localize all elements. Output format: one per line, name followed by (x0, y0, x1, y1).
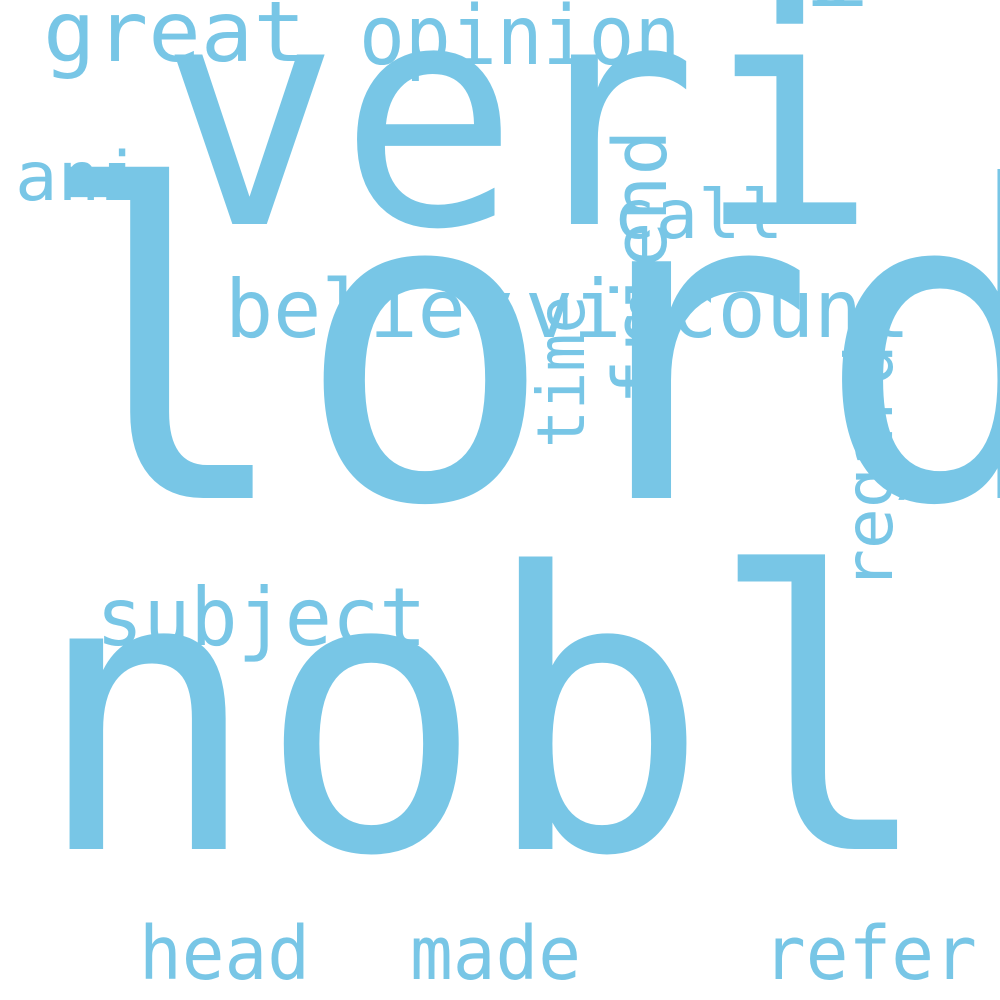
word-call: call (613, 176, 784, 255)
word-opinion: opinion (359, 0, 681, 84)
word-ani: ani (15, 138, 143, 217)
word-friend: friend (598, 129, 684, 405)
word-refer: refer (763, 911, 977, 997)
word-regard: regard (831, 344, 908, 590)
word-time: time (523, 295, 600, 448)
word-place: place (788, 0, 865, 12)
word-veri: veri (160, 0, 877, 298)
word-viscount: viscount (525, 263, 911, 356)
word-head: head (139, 911, 311, 997)
word-nobl: nobl (34, 492, 934, 940)
word-lord: lord (34, 97, 1000, 601)
word-subject: subject (96, 571, 427, 664)
word-great: great (43, 0, 306, 81)
word-believ: believ (225, 263, 514, 356)
word-made: made (410, 911, 582, 997)
